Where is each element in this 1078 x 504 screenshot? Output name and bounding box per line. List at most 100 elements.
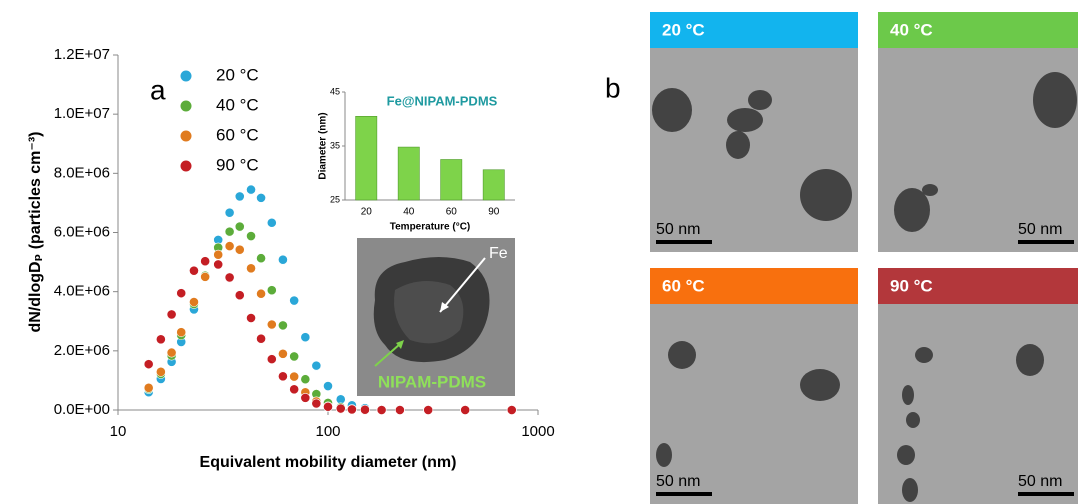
data-point bbox=[235, 192, 244, 201]
data-point bbox=[256, 334, 265, 343]
data-point bbox=[177, 328, 186, 337]
particle bbox=[748, 90, 772, 110]
particle bbox=[897, 445, 915, 465]
particle bbox=[1016, 344, 1044, 376]
data-point bbox=[290, 352, 299, 361]
particle bbox=[652, 88, 692, 132]
legend-marker bbox=[181, 71, 192, 82]
data-point bbox=[144, 383, 153, 392]
data-point bbox=[225, 242, 234, 251]
data-point bbox=[214, 260, 223, 269]
y-axis-label: Diameter (nm) bbox=[318, 112, 329, 179]
y-axis-label: dN/dlogDₚ (particles cm⁻³) bbox=[27, 131, 44, 332]
data-point bbox=[235, 222, 244, 231]
legend-marker bbox=[181, 161, 192, 172]
x-tick-label: 20 bbox=[361, 207, 373, 218]
particle bbox=[800, 369, 840, 401]
y-tick-label: 8.0E+06 bbox=[54, 164, 110, 181]
data-point bbox=[395, 405, 404, 414]
x-axis-label: Temperature (°C) bbox=[390, 222, 471, 233]
particle bbox=[902, 385, 914, 405]
image-annotation: Fe bbox=[489, 245, 508, 262]
y-tick-label: 0.0E+00 bbox=[54, 401, 110, 418]
data-point bbox=[323, 381, 332, 390]
data-point bbox=[225, 273, 234, 282]
panel-title: 40 °C bbox=[890, 20, 933, 39]
data-point bbox=[278, 321, 287, 330]
image-annotation: NIPAM-PDMS bbox=[378, 372, 486, 391]
data-point bbox=[424, 405, 433, 414]
panel-label: a bbox=[150, 74, 166, 105]
data-point bbox=[189, 297, 198, 306]
x-tick-label: 40 bbox=[403, 207, 415, 218]
data-point bbox=[201, 272, 210, 281]
data-point bbox=[214, 250, 223, 259]
data-point bbox=[290, 372, 299, 381]
figure: a Equivalent mobility diameter (nm) dN/d… bbox=[0, 0, 1078, 504]
scale-bar-label: 50 nm bbox=[1018, 473, 1062, 490]
data-point bbox=[377, 405, 386, 414]
data-point bbox=[507, 405, 516, 414]
data-point bbox=[256, 254, 265, 263]
legend-label: 20 °C bbox=[216, 65, 259, 84]
bar bbox=[483, 170, 504, 200]
data-point bbox=[312, 399, 321, 408]
data-point bbox=[235, 245, 244, 254]
scale-bar-label: 50 nm bbox=[656, 221, 700, 238]
data-point bbox=[156, 335, 165, 344]
particle bbox=[1033, 72, 1077, 128]
panel-title: 20 °C bbox=[662, 20, 705, 39]
scale-bar-label: 50 nm bbox=[1018, 221, 1062, 238]
x-tick-label: 1000 bbox=[521, 423, 554, 440]
x-tick-label: 90 bbox=[488, 207, 500, 218]
panel-b: 20 °C 50 nm 40 °C 50 nm 60 °C 50 nm 90 °C 50 nm bbox=[650, 12, 1078, 504]
y-tick-label: 25 bbox=[330, 194, 340, 204]
panel-label: b bbox=[605, 72, 621, 103]
data-point bbox=[267, 320, 276, 329]
data-point bbox=[278, 372, 287, 381]
particle bbox=[902, 478, 918, 502]
bar bbox=[398, 147, 419, 200]
data-point bbox=[256, 289, 265, 298]
data-point bbox=[336, 404, 345, 413]
data-point bbox=[235, 291, 244, 300]
data-point bbox=[225, 208, 234, 217]
particle bbox=[656, 443, 672, 467]
data-point bbox=[461, 405, 470, 414]
legend-marker bbox=[181, 101, 192, 112]
data-point bbox=[177, 289, 186, 298]
x-tick-label: 10 bbox=[110, 423, 127, 440]
data-point bbox=[290, 385, 299, 394]
legend-label: 40 °C bbox=[216, 95, 259, 114]
data-point bbox=[278, 255, 287, 264]
data-point bbox=[246, 313, 255, 322]
particle bbox=[922, 184, 938, 196]
x-tick-label: 60 bbox=[446, 207, 458, 218]
data-point bbox=[225, 227, 234, 236]
particle bbox=[894, 188, 930, 232]
panel-title: 60 °C bbox=[662, 276, 705, 295]
particle bbox=[726, 131, 750, 159]
data-point bbox=[301, 393, 310, 402]
y-tick-label: 1.2E+07 bbox=[54, 46, 110, 63]
data-point bbox=[301, 333, 310, 342]
data-point bbox=[256, 193, 265, 202]
legend-label: 60 °C bbox=[216, 125, 259, 144]
y-tick-label: 4.0E+06 bbox=[54, 283, 110, 300]
y-tick-label: 35 bbox=[330, 140, 340, 150]
data-point bbox=[246, 185, 255, 194]
scale-bar-label: 50 nm bbox=[656, 473, 700, 490]
bar bbox=[441, 160, 462, 201]
legend-label: 90 °C bbox=[216, 155, 259, 174]
data-point bbox=[144, 360, 153, 369]
y-tick-label: 6.0E+06 bbox=[54, 223, 110, 240]
particle bbox=[727, 108, 763, 132]
data-point bbox=[301, 375, 310, 384]
bar bbox=[356, 116, 377, 200]
data-point bbox=[267, 355, 276, 364]
panel-title: 90 °C bbox=[890, 276, 933, 295]
data-point bbox=[278, 349, 287, 358]
data-point bbox=[189, 266, 198, 275]
data-point bbox=[246, 231, 255, 240]
data-point bbox=[290, 296, 299, 305]
